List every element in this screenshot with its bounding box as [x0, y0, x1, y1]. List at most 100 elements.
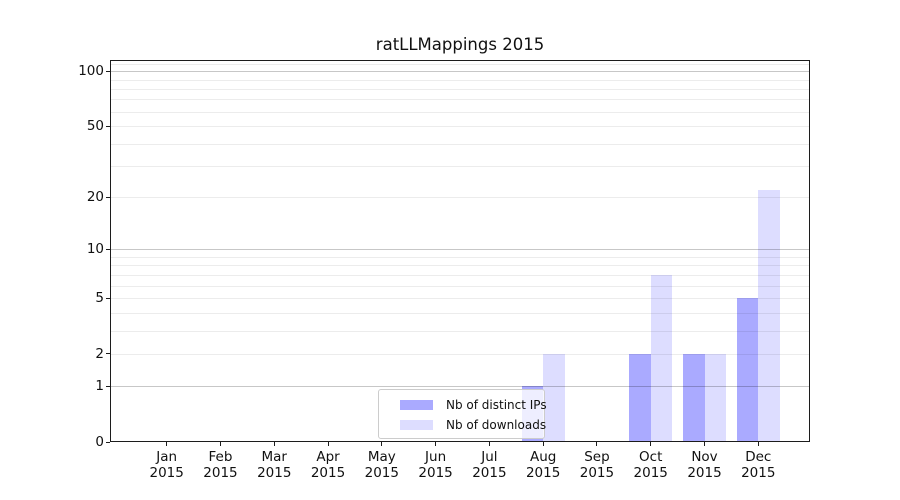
bar-nb-of-downloads-oct: [650, 274, 673, 442]
y-tick-label-5: 5: [95, 290, 104, 306]
y-tick-50: [106, 125, 110, 127]
bar-nb-of-distinct-ips-nov: [683, 353, 705, 442]
y-tick-2: [106, 353, 110, 355]
gridline-major-100: [110, 71, 810, 73]
x-tick-label-sep: Sep 2015: [562, 449, 632, 481]
legend-swatch-distinct-ips: [400, 400, 433, 410]
bar-nb-of-downloads-aug: [543, 353, 565, 442]
x-tick-label-may: May 2015: [347, 449, 417, 481]
x-tick-year: 2015: [257, 464, 292, 481]
x-tick-label-dec: Dec 2015: [723, 449, 793, 481]
x-tick-month: Sep: [584, 449, 610, 465]
x-tick-label-aug: Aug 2015: [508, 449, 578, 481]
x-tick-year: 2015: [633, 464, 668, 481]
gridline-minor-20: [110, 197, 810, 199]
x-tick-year: 2015: [364, 464, 399, 481]
x-tick-label-oct: Oct 2015: [616, 449, 686, 481]
gridline-minor-30: [110, 166, 810, 167]
x-tick-jul: [488, 442, 490, 446]
chart-title: ratLLMappings 2015: [375, 35, 545, 54]
y-tick-label-20: 20: [86, 189, 104, 206]
x-tick-sep: [596, 442, 598, 446]
x-tick-month: Dec: [745, 449, 772, 465]
y-tick-5: [106, 297, 110, 299]
x-tick-year: 2015: [687, 464, 722, 481]
x-tick-jun: [435, 442, 437, 446]
gridline-minor-2: [110, 353, 810, 355]
x-tick-label-feb: Feb 2015: [185, 449, 255, 481]
x-tick-label-nov: Nov 2015: [670, 449, 740, 481]
y-tick-label-0: 0: [95, 434, 104, 450]
y-tick-label-2: 2: [95, 345, 104, 362]
y-tick-label-10: 10: [86, 241, 104, 258]
x-tick-label-apr: Apr 2015: [293, 449, 363, 481]
gridline-minor-50: [110, 126, 810, 127]
y-tick-10: [106, 248, 110, 250]
bar-nb-of-distinct-ips-oct: [629, 353, 651, 442]
x-tick-month: Jun: [425, 449, 447, 465]
gridline-minor-40: [110, 143, 810, 145]
gridline-minor-4: [110, 312, 810, 314]
bar-nb-of-distinct-ips-dec: [736, 298, 759, 442]
gridline-minor-80: [110, 88, 810, 90]
gridline-minor-70: [110, 99, 810, 101]
x-tick-month: Jan: [156, 449, 178, 465]
x-tick-year: 2015: [310, 464, 346, 481]
x-tick-year: 2015: [203, 464, 238, 481]
x-tick-month: Mar: [261, 449, 287, 465]
y-tick-20: [106, 196, 110, 198]
y-tick-label-100: 100: [78, 63, 104, 80]
gridline-minor-60: [110, 111, 810, 113]
x-tick-month: Feb: [208, 449, 233, 465]
x-tick-nov: [704, 442, 705, 446]
x-tick-may: [381, 442, 383, 446]
x-tick-year: 2015: [149, 464, 184, 481]
gridline-major-1: [110, 386, 810, 388]
y-tick-1: [106, 385, 110, 387]
x-tick-month: May: [367, 449, 396, 465]
x-tick-apr: [327, 442, 329, 446]
x-tick-mar: [273, 442, 275, 446]
x-tick-oct: [650, 442, 652, 446]
gridline-minor-6: [110, 285, 810, 287]
gridline-minor-5: [110, 298, 810, 299]
x-tick-feb: [219, 442, 221, 446]
x-tick-label-mar: Mar 2015: [239, 449, 309, 481]
y-tick-label-1: 1: [95, 378, 104, 395]
x-tick-label-jul: Jul 2015: [454, 449, 524, 481]
gridline-minor-90: [110, 79, 810, 81]
legend-label-distinct-ips: Nb of distinct IPs: [446, 398, 547, 412]
x-tick-dec: [757, 442, 759, 446]
y-tick-label-50: 50: [86, 118, 104, 135]
gridline-minor-7: [110, 274, 810, 276]
legend-item-downloads: Nb of downloads: [379, 415, 546, 435]
bar-nb-of-downloads-dec: [758, 190, 780, 442]
gridline-minor-9: [110, 257, 810, 258]
x-tick-jan: [166, 442, 168, 446]
gridline-minor-3: [110, 330, 810, 332]
x-tick-label-jun: Jun 2015: [401, 449, 471, 481]
x-tick-year: 2015: [579, 464, 615, 481]
x-tick-year: 2015: [525, 464, 561, 481]
legend-swatch-downloads: [400, 420, 433, 430]
gridline-minor-8: [110, 265, 810, 267]
gridline-major-10: [110, 249, 810, 251]
bar-nb-of-downloads-nov: [704, 353, 726, 442]
x-tick-label-jan: Jan 2015: [132, 449, 202, 481]
x-tick-month: Nov: [691, 449, 718, 465]
x-tick-year: 2015: [418, 464, 453, 481]
x-tick-aug: [542, 442, 544, 446]
y-tick-100: [106, 70, 110, 72]
x-tick-month: Aug: [529, 449, 557, 465]
x-tick-month: Apr: [316, 449, 340, 465]
x-tick-year: 2015: [472, 464, 507, 481]
legend-item-distinct-ips: Nb of distinct IPs: [379, 395, 547, 415]
y-tick-0: [106, 441, 110, 443]
gridline-minor-110: [110, 63, 810, 65]
x-tick-month: Oct: [639, 449, 663, 465]
